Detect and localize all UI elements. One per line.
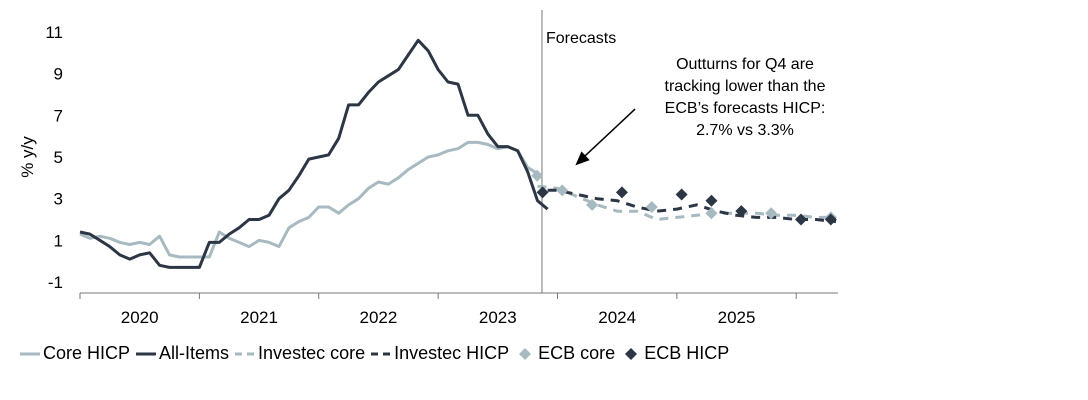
series-line-all-items [79, 38, 549, 269]
legend-item: ECB core [515, 343, 615, 364]
annotation-layer: Outturns for Q4 are tracking lower than t… [575, 56, 826, 166]
series-layer [79, 38, 837, 269]
y-tick-label: 3 [54, 190, 63, 209]
marker-ecb-hicp [794, 213, 807, 226]
series-line-investec-core [537, 184, 836, 221]
legend-label: Investec HICP [394, 343, 510, 363]
x-tick-label: 2024 [598, 308, 636, 327]
y-tick-label: 5 [54, 148, 63, 167]
marker-ecb-core [705, 207, 718, 220]
annotation-arrow [580, 108, 636, 160]
marker-ecb-hicp [536, 186, 549, 199]
annotation-text: ECB’s forecasts HICP: [665, 100, 826, 117]
legend-swatch [136, 352, 157, 355]
legend-swatch [371, 352, 391, 355]
legend-item: Investec core [235, 343, 365, 364]
x-tick-label: 2025 [718, 308, 756, 327]
y-tick-label: 7 [54, 106, 63, 125]
y-tick-label: 9 [54, 65, 63, 84]
series-line-investec-hicp [547, 188, 837, 224]
marker-ecb-core [645, 201, 658, 213]
x-tick-label: 2021 [240, 308, 278, 327]
legend-label: ECB core [538, 343, 616, 363]
axes: 2020 2021 2022 2023 2024 2025 -1 1 3 5 7 9 11 % y/y Fo… [18, 10, 838, 327]
legend-label: Core HICP [43, 343, 131, 363]
legend-swatch [20, 352, 40, 355]
marker-ecb-hicp [705, 194, 718, 207]
marker-ecb-core [556, 184, 569, 197]
x-tick-label: 2022 [360, 308, 398, 327]
marker-ecb-core [765, 207, 778, 220]
annotation-text: 2.7% vs 3.3% [696, 122, 794, 139]
markers-layer [531, 169, 837, 226]
forecast-label: Forecasts [546, 30, 616, 47]
y-axis-label: % y/y [18, 136, 37, 178]
marker-ecb-hicp [675, 188, 688, 201]
legend-label: All-Items [159, 343, 230, 363]
annotation-text: tracking lower than the [665, 78, 826, 95]
legend-item: Investec HICP [371, 343, 509, 364]
legend-label: ECB HICP [644, 343, 730, 363]
marker-ecb-core [531, 169, 544, 182]
annotation-text: Outturns for Q4 are [676, 56, 814, 73]
annotation-arrowhead [575, 151, 590, 166]
y-tick-label: 1 [54, 231, 63, 250]
legend-swatch [235, 352, 255, 355]
chart: 2020 2021 2022 2023 2024 2025 -1 1 3 5 7 9 11 % y/y Fo… [18, 10, 838, 327]
x-tick-label: 2020 [121, 308, 159, 327]
marker-ecb-core [586, 198, 599, 211]
series-line-core-hicp [79, 140, 539, 259]
legend-swatch [519, 347, 532, 360]
legend-item: ECB HICP [621, 343, 729, 364]
legend-item: Core HICP [20, 343, 130, 364]
y-tick-label: 11 [45, 23, 63, 42]
marker-ecb-hicp [615, 186, 628, 199]
marker-ecb-hicp [824, 213, 837, 226]
legend-item: All-Items [136, 343, 229, 364]
x-tick-label: 2023 [479, 308, 517, 327]
legend-label: Investec core [258, 343, 366, 363]
y-tick-label: -1 [48, 273, 63, 292]
marker-ecb-hicp [735, 205, 748, 218]
legend: Core HICP All-Items Investec core Investec … [20, 343, 735, 364]
legend-swatch [625, 347, 638, 360]
